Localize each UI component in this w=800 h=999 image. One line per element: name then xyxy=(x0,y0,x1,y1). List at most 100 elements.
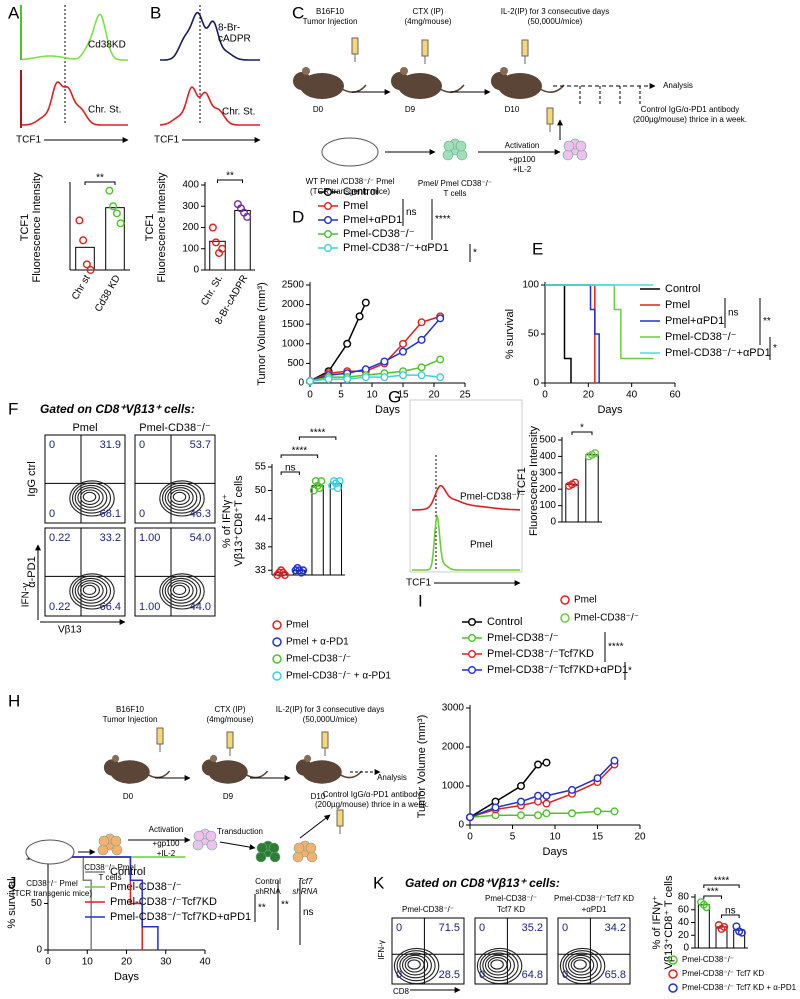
data-point xyxy=(610,807,619,816)
panel-label: A xyxy=(8,3,20,22)
arrow xyxy=(299,814,331,839)
legend-swatch xyxy=(668,955,678,965)
y-axis-label: % survival xyxy=(6,878,18,928)
bar xyxy=(697,904,710,949)
y-axis-label: Fluorescence Intensity xyxy=(528,425,540,536)
syringe xyxy=(156,727,164,745)
bar xyxy=(311,485,324,576)
legend-label: Pmel xyxy=(665,299,690,311)
quadrant-value: 0 xyxy=(562,922,568,934)
y-axis-label: TCF1 xyxy=(19,214,31,242)
syringe xyxy=(546,107,554,125)
contour xyxy=(74,577,108,604)
contour xyxy=(69,480,115,517)
significance-bracket xyxy=(298,436,337,440)
data-point xyxy=(218,244,227,253)
y-axis-label: % survival xyxy=(504,309,516,359)
mouse-outline xyxy=(321,137,379,167)
bar xyxy=(565,483,579,523)
gate-title: Gated on CD8⁺Vβ13⁺ cells: xyxy=(40,402,195,416)
quadrant-value: 31.9 xyxy=(100,439,121,451)
contour xyxy=(487,957,508,973)
significance: * xyxy=(473,248,477,259)
y-tick-label: 50 xyxy=(528,329,540,340)
contour xyxy=(170,489,190,505)
x-tick-label: Chr st xyxy=(70,273,93,302)
data-point xyxy=(86,266,95,275)
histogram xyxy=(412,484,520,511)
axis-label: TCF1 xyxy=(154,135,179,146)
schematic-text: (TCR transgenic mice) xyxy=(12,889,92,898)
mouse-ear xyxy=(304,754,312,763)
significance: ns xyxy=(728,308,739,319)
contour xyxy=(482,952,515,979)
schematic-text: +gp100 xyxy=(509,155,536,164)
data-point xyxy=(542,799,551,808)
mouse-tail xyxy=(341,84,367,93)
contour xyxy=(476,947,523,985)
legend-label: Pmel-CD38⁻/⁻ Tcf7 KD xyxy=(682,969,764,978)
significance-bracket xyxy=(280,471,300,475)
contour xyxy=(570,957,591,973)
y-axis-label: Fluorescence Intensity xyxy=(31,172,43,283)
cell xyxy=(306,851,318,863)
x-tick-label: 10 xyxy=(366,390,378,401)
cell xyxy=(456,149,468,161)
schematic-text: D10 xyxy=(505,105,520,114)
legend-label: Pmel-CD38⁻/⁻ xyxy=(682,955,734,964)
schematic-text: (4mg/mouse) xyxy=(206,715,253,724)
legend-swatch xyxy=(324,243,333,252)
schematic-text: +IL-2 xyxy=(157,849,176,858)
legend-label: Control xyxy=(487,616,522,628)
x-tick-label: 15 xyxy=(397,390,409,401)
mouse xyxy=(498,73,542,99)
schematic-text: D9 xyxy=(223,792,234,801)
y-tick-label: 200 xyxy=(539,484,556,495)
significance: ** xyxy=(281,900,289,911)
contour xyxy=(565,952,598,979)
contour xyxy=(80,489,100,505)
quadrant-value: 71.5 xyxy=(439,922,460,934)
x-tick-label: 5 xyxy=(510,832,516,843)
data-point xyxy=(79,236,88,245)
syringe xyxy=(321,731,329,749)
legend-label: Pmel-CD38⁻/⁻+αPD1 xyxy=(343,242,449,254)
syringe xyxy=(421,39,429,57)
legend-label: Pmel-CD38⁻/⁻ xyxy=(574,613,639,624)
legend-label: Pmel-CD38⁻/⁻ Tcf7 KD + α-PD1 xyxy=(682,983,797,992)
panel-label: K xyxy=(373,873,385,892)
histogram-label: Pmel-CD38⁻/⁻ xyxy=(460,492,525,503)
contour xyxy=(82,491,97,503)
schematic-text: Analysis xyxy=(663,81,693,90)
legend-swatch xyxy=(324,229,333,238)
mouse xyxy=(208,760,248,784)
flow-plot xyxy=(134,434,216,524)
schematic-text: Tumor Injection xyxy=(303,17,358,26)
significance: **** xyxy=(714,876,730,887)
y-axis-label: Fluorescence Intensity xyxy=(156,172,168,283)
quadrant-value: 0 xyxy=(139,439,145,451)
schematic-text: T cells xyxy=(99,873,122,882)
legend-swatch xyxy=(468,634,477,643)
schematic-text: Control IgG/α-PD1 antibody xyxy=(641,105,739,114)
legend-swatch xyxy=(468,666,477,675)
legend-label: Pmel+αPD1 xyxy=(343,214,402,226)
syringe xyxy=(336,809,344,827)
quadrant-value: 65.8 xyxy=(605,969,626,981)
legend-label: Control xyxy=(343,186,378,198)
y-axis-label: Tumor Volume (mm³) xyxy=(416,715,428,819)
column-label: +αPD1 xyxy=(582,905,607,914)
quadrant-value: 0 xyxy=(479,969,485,981)
schematic-text: IL-2(IP) for 3 consecutive days xyxy=(276,705,385,714)
data-point xyxy=(542,791,551,800)
y-tick-label: 40 xyxy=(678,917,690,928)
contour xyxy=(396,950,436,982)
mouse-tail xyxy=(439,84,465,93)
data-point xyxy=(280,571,289,580)
y-tick-label: 0 xyxy=(193,265,199,276)
y-axis-label: % of IFNγ⁺ xyxy=(221,494,233,548)
column-label: Pmel xyxy=(72,422,97,434)
contour xyxy=(167,580,194,601)
cell xyxy=(443,140,455,152)
